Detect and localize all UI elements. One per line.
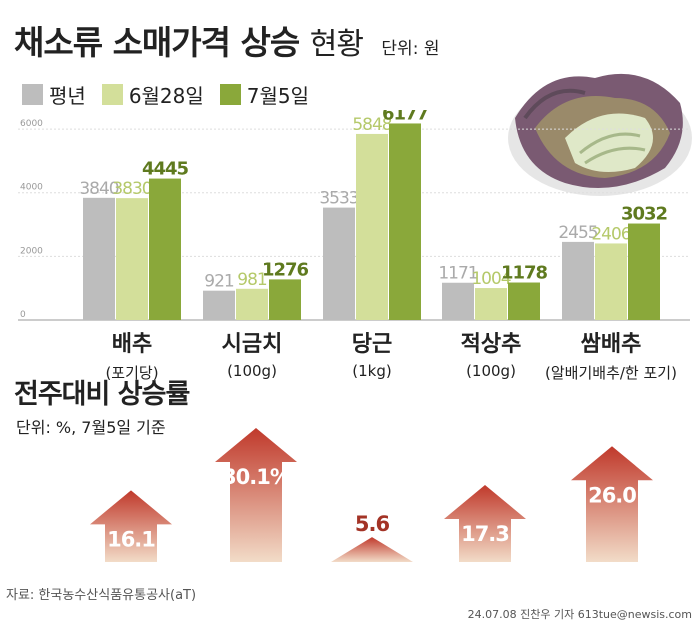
legend-label-avg: 평년 <box>49 84 86 108</box>
category-label: 시금치 (100g) <box>177 326 327 380</box>
y-tick-label: 2000 <box>20 246 43 256</box>
title-sub: 현황 <box>309 27 364 62</box>
data-label: 1171 <box>438 264 477 284</box>
bar <box>562 241 594 320</box>
legend-label-jul5: 7월5일 <box>246 84 310 108</box>
bar <box>628 223 660 320</box>
rate-arrow <box>90 490 172 562</box>
section2-title: 전주대비 상승률 <box>14 379 190 410</box>
data-label: 2455 <box>558 223 597 243</box>
legend-item-jul5: 7월5일 <box>219 80 310 109</box>
rate-arrow <box>331 537 413 562</box>
data-label: 1004 <box>471 269 510 289</box>
legend-swatch-avg <box>22 84 43 105</box>
data-label: 3840 <box>79 179 118 199</box>
category-label: 당근 (1kg) <box>297 326 447 380</box>
rate-label: 30.1% <box>222 465 291 489</box>
legend-item-avg: 평년 <box>22 80 86 109</box>
data-label: 3830 <box>112 179 151 199</box>
data-label: 4445 <box>142 159 189 180</box>
unit-label: 단위: 원 <box>381 39 440 59</box>
bar <box>508 282 540 320</box>
y-tick-label: 6000 <box>20 119 43 129</box>
data-label: 5848 <box>352 115 391 135</box>
category-label: 배추 (포기당) <box>57 326 207 383</box>
legend-swatch-jul5 <box>219 84 241 105</box>
section2-unit: 단위: %, 7월5일 기준 <box>16 418 166 437</box>
bar <box>442 282 474 320</box>
data-label: 1276 <box>262 259 309 280</box>
bar <box>356 133 388 320</box>
data-label: 2406 <box>591 224 630 244</box>
bar <box>116 198 148 320</box>
y-tick-label: 4000 <box>20 183 43 193</box>
legend-label-jun28: 6월28일 <box>128 84 204 108</box>
rate-label: 5.6 <box>355 512 390 536</box>
category-name: 시금치 <box>221 332 283 357</box>
bar <box>323 207 355 320</box>
data-label: 981 <box>237 270 267 290</box>
legend: 평년 6월28일 7월5일 <box>22 80 325 109</box>
category-name: 당근 <box>351 332 393 357</box>
chart-title: 채소류 소매가격 상승 현황 단위: 원 <box>14 16 439 64</box>
y-tick-label: 0 <box>20 310 26 320</box>
rate-label: 17.3 <box>461 522 509 546</box>
category-unit: (100g) <box>227 362 277 380</box>
rate-arrow <box>571 446 653 562</box>
rate-label: 26.0 <box>588 483 636 507</box>
category-name: 쌈배추 <box>580 332 642 357</box>
source-note: 자료: 한국농수산식품유통공사(aT) <box>6 588 197 603</box>
category-unit: (100g) <box>466 362 516 380</box>
rate-arrow <box>215 428 297 562</box>
data-label: 3032 <box>621 204 667 225</box>
title-main: 채소류 소매가격 상승 <box>14 23 300 62</box>
data-label: 921 <box>204 272 234 292</box>
bar <box>83 197 115 320</box>
bar <box>149 178 181 320</box>
bar <box>269 279 301 320</box>
category-unit: (알배기배추/한 포기) <box>545 364 677 382</box>
rate-arrow <box>444 484 526 562</box>
category-unit: (1kg) <box>352 362 392 380</box>
category-name: 적상추 <box>460 332 522 357</box>
bar <box>389 123 421 320</box>
bar <box>203 290 235 320</box>
bar <box>236 288 268 320</box>
category-label: 적상추 (100g) <box>416 326 566 380</box>
data-label: 1178 <box>501 263 548 284</box>
category-name: 배추 <box>111 332 153 357</box>
rate-label: 16.1 <box>107 527 155 551</box>
credit-note: 24.07.08 진찬우 기자 613tue@newsis.com <box>467 608 692 621</box>
bar <box>475 288 507 320</box>
legend-swatch-jun28 <box>101 84 123 105</box>
category-label: 쌈배추 (알배기배추/한 포기) <box>536 326 686 383</box>
legend-item-jun28: 6월28일 <box>101 80 204 109</box>
rate-arrow-chart: 16.1 30.1% 5.6 17.3 26.0 <box>90 428 653 562</box>
data-label: 6177 <box>382 110 429 124</box>
category-unit: (포기당) <box>105 364 159 382</box>
cabbage-illustration <box>508 73 692 196</box>
bar <box>595 243 627 320</box>
data-label: 3533 <box>319 189 358 209</box>
